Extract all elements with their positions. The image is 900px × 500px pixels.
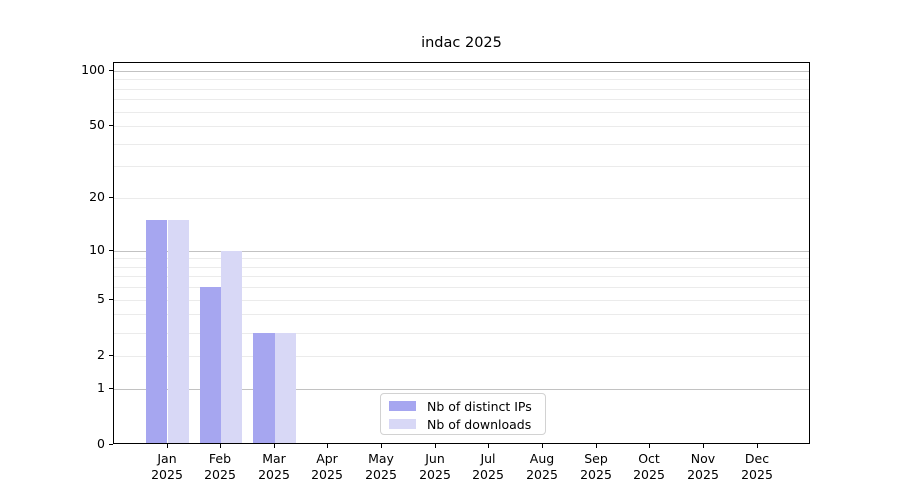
minor-gridline-y-3 [114,333,809,334]
x-axis-label-month-nov: Nov [690,451,716,466]
x-axis-label-month-aug: Aug [529,451,555,466]
x-axis-label-month-may: May [368,451,394,466]
minor-gridline-y-90 [114,79,809,80]
x-axis-label-month-mar: Mar [262,451,286,466]
x-axis-label-mar: Mar 2025 [239,451,309,482]
x-axis-label-year-jun: 2025 [419,466,451,482]
x-axis-tick-jun [435,444,436,448]
x-axis-label-jul: Jul 2025 [453,451,523,482]
minor-gridline-y-50 [114,126,809,127]
x-axis-tick-apr [327,444,328,448]
bar-nb-of-distinct-ips-feb [199,287,222,443]
x-axis-label-may: May 2025 [346,451,416,482]
x-axis-label-month-jul: Jul [480,451,496,466]
legend: Nb of distinct IPs Nb of downloads [380,393,546,435]
minor-gridline-y-6 [114,287,809,288]
minor-gridline-y-30 [114,166,809,167]
minor-gridline-y-60 [114,112,809,113]
bar-nb-of-distinct-ips-jan [146,220,168,443]
x-axis-label-month-jun: Jun [425,451,445,466]
x-axis-tick-dec [757,444,758,448]
y-axis-label-2: 2 [97,347,105,362]
y-axis-tick-2 [109,355,113,356]
x-axis-label-year-feb: 2025 [204,466,236,482]
minor-gridline-y-70 [114,99,809,100]
minor-gridline-y-20 [114,198,809,199]
legend-swatch-distinct-ips [389,401,416,411]
major-gridline-y-1 [114,389,809,390]
x-axis-label-nov: Nov 2025 [668,451,738,482]
legend-swatch-downloads [389,419,416,429]
x-axis-tick-feb [220,444,221,448]
y-axis-tick-10 [109,250,113,251]
legend-entry-distinct-ips: Nb of distinct IPs [381,397,545,415]
minor-gridline-y-40 [114,144,809,145]
x-axis-label-month-feb: Feb [208,451,232,466]
x-axis-label-jan: Jan 2025 [132,451,202,482]
y-axis-tick-50 [109,125,113,126]
x-axis-label-sep: Sep 2025 [561,451,631,482]
chart-title: indac 2025 [421,35,502,51]
y-axis-tick-20 [109,197,113,198]
x-axis-label-month-apr: Apr [316,451,338,466]
minor-gridline-y-4 [114,314,809,315]
x-axis-label-year-jan: 2025 [151,466,183,482]
y-axis-label-50: 50 [89,117,105,132]
x-axis-tick-aug [542,444,543,448]
legend-label-downloads: Nb of downloads [427,416,532,432]
x-axis-label-aug: Aug 2025 [507,451,577,482]
x-axis-label-year-mar: 2025 [258,466,290,482]
y-axis-tick-5 [109,299,113,300]
y-axis-tick-0 [109,444,113,445]
y-axis-label-10: 10 [89,242,105,257]
x-axis-label-year-oct: 2025 [633,466,665,482]
bar-nb-of-distinct-ips-mar [253,332,275,443]
major-gridline-y-100 [114,71,809,72]
x-axis-tick-may [381,444,382,448]
minor-gridline-y-7 [114,276,809,277]
legend-label-distinct-ips: Nb of distinct IPs [427,398,532,414]
bar-nb-of-downloads-mar [274,332,297,443]
x-axis-label-month-sep: Sep [584,451,608,466]
bar-nb-of-downloads-jan [167,220,189,443]
plot-area: Nb of distinct IPs Nb of downloads [113,62,810,444]
x-axis-label-year-jul: 2025 [472,466,504,482]
x-axis-tick-jul [488,444,489,448]
minor-gridline-y-9 [114,258,809,259]
x-axis-tick-mar [274,444,275,448]
x-axis-tick-sep [596,444,597,448]
y-axis-label-100: 100 [81,62,105,77]
minor-gridline-y-8 [114,267,809,268]
x-axis-label-month-dec: Dec [744,451,770,466]
y-axis-tick-1 [109,388,113,389]
x-axis-label-year-aug: 2025 [526,466,558,482]
minor-gridline-y-2 [114,356,809,357]
legend-entry-downloads: Nb of downloads [381,415,545,433]
x-axis-label-apr: Apr 2025 [292,451,362,482]
x-axis-label-year-apr: 2025 [311,466,343,482]
x-axis-label-month-oct: Oct [638,451,660,466]
y-axis-label-5: 5 [97,291,105,306]
y-axis-label-1: 1 [97,380,105,395]
x-axis-tick-oct [649,444,650,448]
bar-nb-of-downloads-feb [221,250,243,443]
minor-gridline-y-80 [114,89,809,90]
minor-gridline-y-5 [114,300,809,301]
x-axis-label-year-sep: 2025 [580,466,612,482]
y-axis-label-0: 0 [97,436,105,451]
x-axis-tick-jan [167,444,168,448]
x-axis-label-oct: Oct 2025 [614,451,684,482]
x-axis-label-year-may: 2025 [365,466,397,482]
y-axis-label-20: 20 [89,189,105,204]
x-axis-label-year-dec: 2025 [741,466,773,482]
x-axis-label-month-jan: Jan [157,451,177,466]
x-axis-label-dec: Dec 2025 [722,451,792,482]
x-axis-label-year-nov: 2025 [687,466,719,482]
x-axis-tick-nov [703,444,704,448]
y-axis-tick-100 [109,70,113,71]
x-axis-label-feb: Feb 2025 [185,451,255,482]
major-gridline-y-10 [114,251,809,252]
x-axis-label-jun: Jun 2025 [400,451,470,482]
